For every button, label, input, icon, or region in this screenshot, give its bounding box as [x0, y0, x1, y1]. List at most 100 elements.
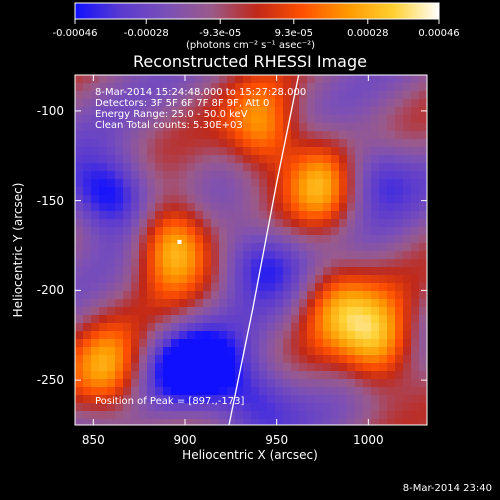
- heatmap-cell: [91, 147, 100, 156]
- heatmap-cell: [411, 299, 420, 308]
- heatmap-cell: [187, 75, 196, 84]
- heatmap-cell: [155, 323, 164, 332]
- heatmap-cell: [419, 163, 427, 172]
- heatmap-cell: [323, 259, 332, 268]
- heatmap-cell: [187, 139, 196, 148]
- heatmap-cell: [155, 235, 164, 244]
- heatmap-cell: [307, 419, 316, 425]
- heatmap-cell: [315, 299, 324, 308]
- heatmap-cell: [219, 371, 228, 380]
- heatmap-cell: [235, 139, 244, 148]
- heatmap-cell: [83, 315, 92, 324]
- heatmap-cell: [131, 299, 140, 308]
- heatmap-cell: [371, 83, 380, 92]
- heatmap-cell: [155, 363, 164, 372]
- heatmap-cell: [323, 299, 332, 308]
- heatmap-cell: [83, 363, 92, 372]
- heatmap-cell: [123, 139, 132, 148]
- heatmap-cell: [203, 211, 212, 220]
- heatmap-cell: [243, 395, 252, 404]
- heatmap-cell: [155, 91, 164, 100]
- heatmap-cell: [99, 107, 108, 116]
- heatmap-cell: [323, 235, 332, 244]
- heatmap-cell: [291, 115, 300, 124]
- heatmap-cell: [259, 147, 268, 156]
- heatmap-cell: [363, 83, 372, 92]
- heatmap-cell: [267, 315, 276, 324]
- heatmap-cell: [331, 187, 340, 196]
- heatmap-cell: [203, 235, 212, 244]
- heatmap-cell: [155, 339, 164, 348]
- heatmap-cell: [403, 147, 412, 156]
- heatmap-cell: [403, 163, 412, 172]
- heatmap-cell: [251, 211, 260, 220]
- heatmap-cell: [203, 419, 212, 425]
- heatmap-cell: [171, 307, 180, 316]
- heatmap-cell: [355, 187, 364, 196]
- heatmap-cell: [235, 323, 244, 332]
- heatmap-cell: [363, 131, 372, 140]
- heatmap-cell: [171, 171, 180, 180]
- heatmap-cell: [147, 75, 156, 84]
- heatmap-cell: [331, 219, 340, 228]
- heatmap-cell: [187, 411, 196, 420]
- heatmap-cell: [147, 171, 156, 180]
- heatmap-cell: [411, 251, 420, 260]
- heatmap-cell: [123, 211, 132, 220]
- heatmap-cell: [131, 283, 140, 292]
- heatmap-cell: [219, 163, 228, 172]
- heatmap-cell: [195, 403, 204, 412]
- heatmap-cell: [347, 155, 356, 164]
- heatmap-cell: [267, 307, 276, 316]
- heatmap-cell: [267, 275, 276, 284]
- heatmap-cell: [179, 411, 188, 420]
- heatmap-cell: [83, 139, 92, 148]
- heatmap-cell: [75, 187, 84, 196]
- heatmap-cell: [419, 259, 427, 268]
- heatmap-cell: [91, 83, 100, 92]
- heatmap-cell: [411, 379, 420, 388]
- heatmap-cell: [155, 107, 164, 116]
- heatmap-cell: [379, 371, 388, 380]
- heatmap-cell: [411, 395, 420, 404]
- heatmap-cell: [115, 163, 124, 172]
- heatmap-cell: [195, 219, 204, 228]
- heatmap-cell: [107, 307, 116, 316]
- heatmap-cell: [331, 99, 340, 108]
- heatmap-cell: [211, 91, 220, 100]
- heatmap-cell: [147, 275, 156, 284]
- heatmap-cell: [355, 275, 364, 284]
- heatmap-cell: [339, 115, 348, 124]
- heatmap-cell: [83, 323, 92, 332]
- heatmap-cell: [307, 395, 316, 404]
- heatmap-cell: [267, 299, 276, 308]
- heatmap-cell: [131, 99, 140, 108]
- heatmap-cell: [323, 179, 332, 188]
- heatmap-cell: [371, 131, 380, 140]
- heatmap-cell: [203, 299, 212, 308]
- heatmap-cell: [91, 139, 100, 148]
- heatmap-cell: [203, 275, 212, 284]
- heatmap-cell: [195, 155, 204, 164]
- heatmap-cell: [395, 83, 404, 92]
- heatmap-cell: [371, 179, 380, 188]
- heatmap-cell: [107, 163, 116, 172]
- heatmap-cell: [411, 99, 420, 108]
- heatmap-cell: [307, 307, 316, 316]
- heatmap-cell: [139, 339, 148, 348]
- heatmap-cell: [307, 403, 316, 412]
- heatmap-cell: [251, 91, 260, 100]
- heatmap-cell: [371, 99, 380, 108]
- heatmap-cell: [299, 115, 308, 124]
- heatmap-cell: [147, 139, 156, 148]
- heatmap-cell: [419, 331, 427, 340]
- heatmap-cell: [75, 371, 84, 380]
- heatmap-cell: [371, 75, 380, 84]
- heatmap-cell: [403, 187, 412, 196]
- heatmap-cell: [403, 123, 412, 132]
- heatmap-cell: [379, 123, 388, 132]
- heatmap-cell: [283, 99, 292, 108]
- heatmap-cell: [91, 187, 100, 196]
- heatmap-cell: [243, 275, 252, 284]
- heatmap-cell: [347, 219, 356, 228]
